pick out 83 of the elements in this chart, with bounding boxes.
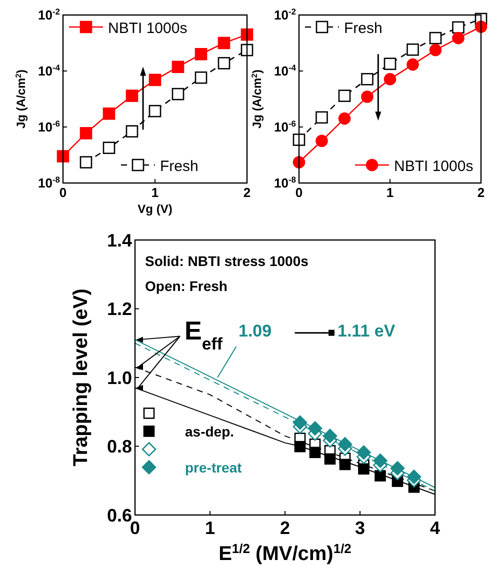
point (384, 58, 396, 70)
point (406, 43, 419, 56)
point (292, 134, 306, 146)
point (390, 461, 405, 476)
legend-label: NBTI 1000s (108, 20, 188, 37)
annotation: Solid: NBTI stress 1000s (145, 253, 309, 269)
x-tick-label: 3 (354, 518, 366, 538)
legend-label: Fresh (160, 158, 198, 175)
x-tick-label: 0 (295, 185, 303, 200)
point (126, 125, 138, 138)
annotation: 1.09 (238, 321, 272, 340)
y-tick-label: 10$^{-4}$ (274, 62, 296, 78)
point (452, 21, 464, 34)
x-tick-label: 0 (59, 185, 67, 200)
x-axis-title: E$^{1/2}$ (MV/cm)$^{1/2}$ (218, 540, 352, 565)
point (429, 32, 442, 44)
y-tick-label: 10$^{-2}$ (38, 6, 60, 22)
point (194, 48, 208, 60)
y-tick-label: 1.4 (106, 230, 132, 250)
y-tick-label: 10$^{-2}$ (274, 6, 296, 22)
legend-label: pre-treat (185, 459, 242, 476)
point (148, 104, 162, 118)
point (338, 90, 351, 102)
x-tick-label: 1 (151, 185, 159, 200)
y-tick-label: 10$^{-6}$ (38, 118, 60, 134)
point (358, 463, 370, 475)
y-tick-label: 10$^{-6}$ (274, 118, 296, 134)
point (102, 142, 116, 154)
y-tick-label: 1.2 (106, 299, 132, 320)
y-tick-label: 0.6 (106, 505, 132, 526)
point (338, 437, 352, 452)
point (80, 127, 92, 140)
point (406, 470, 422, 484)
annotation: E$_{eff}$ (184, 316, 223, 354)
point (324, 453, 336, 465)
point (218, 36, 230, 50)
x-axis-title: Vg (V) (138, 202, 172, 216)
point (316, 134, 328, 148)
point (308, 421, 322, 436)
y-tick-label: 0.8 (106, 436, 132, 457)
point (148, 74, 162, 86)
x-tick-label: 2 (243, 185, 251, 200)
y-tick-label: 10$^{-8}$ (38, 174, 60, 190)
point (294, 440, 306, 452)
point (429, 44, 442, 56)
x-tick-label: 1 (386, 185, 394, 200)
point (374, 470, 386, 482)
point (218, 57, 230, 70)
y-tick-label: 10$^{-4}$ (38, 62, 60, 78)
point (339, 458, 351, 470)
point (384, 73, 396, 86)
legend-label: NBTI 1000s (394, 158, 474, 175)
y-tick-label: 10$^{-8}$ (274, 174, 296, 190)
x-tick-label: 4 (430, 518, 440, 538)
point (126, 90, 138, 102)
point (309, 446, 321, 458)
point (172, 60, 184, 74)
x-tick-label: 2 (477, 185, 485, 200)
point (406, 58, 419, 71)
point (102, 107, 116, 120)
point (172, 88, 184, 100)
x-tick-label: 1 (204, 518, 216, 538)
point (361, 73, 374, 86)
point (322, 428, 338, 444)
legend-label: Fresh (344, 20, 382, 37)
point (56, 150, 70, 162)
point (292, 415, 308, 430)
legend-label: as-dep. (185, 423, 234, 440)
point (316, 111, 328, 124)
point (373, 454, 388, 468)
point (356, 445, 371, 460)
point (194, 71, 208, 84)
point (292, 156, 306, 168)
x-tick-label: 2 (280, 518, 290, 538)
point (361, 90, 374, 103)
point (80, 156, 92, 168)
y-axis-title: Trapping level (eV) (70, 288, 92, 466)
annotation: 1.11 eV (338, 321, 396, 340)
point (338, 112, 351, 125)
annotation: Open: Fresh (145, 278, 228, 294)
point (452, 32, 464, 44)
point (474, 20, 488, 33)
y-tick-label: 1.0 (106, 368, 132, 388)
